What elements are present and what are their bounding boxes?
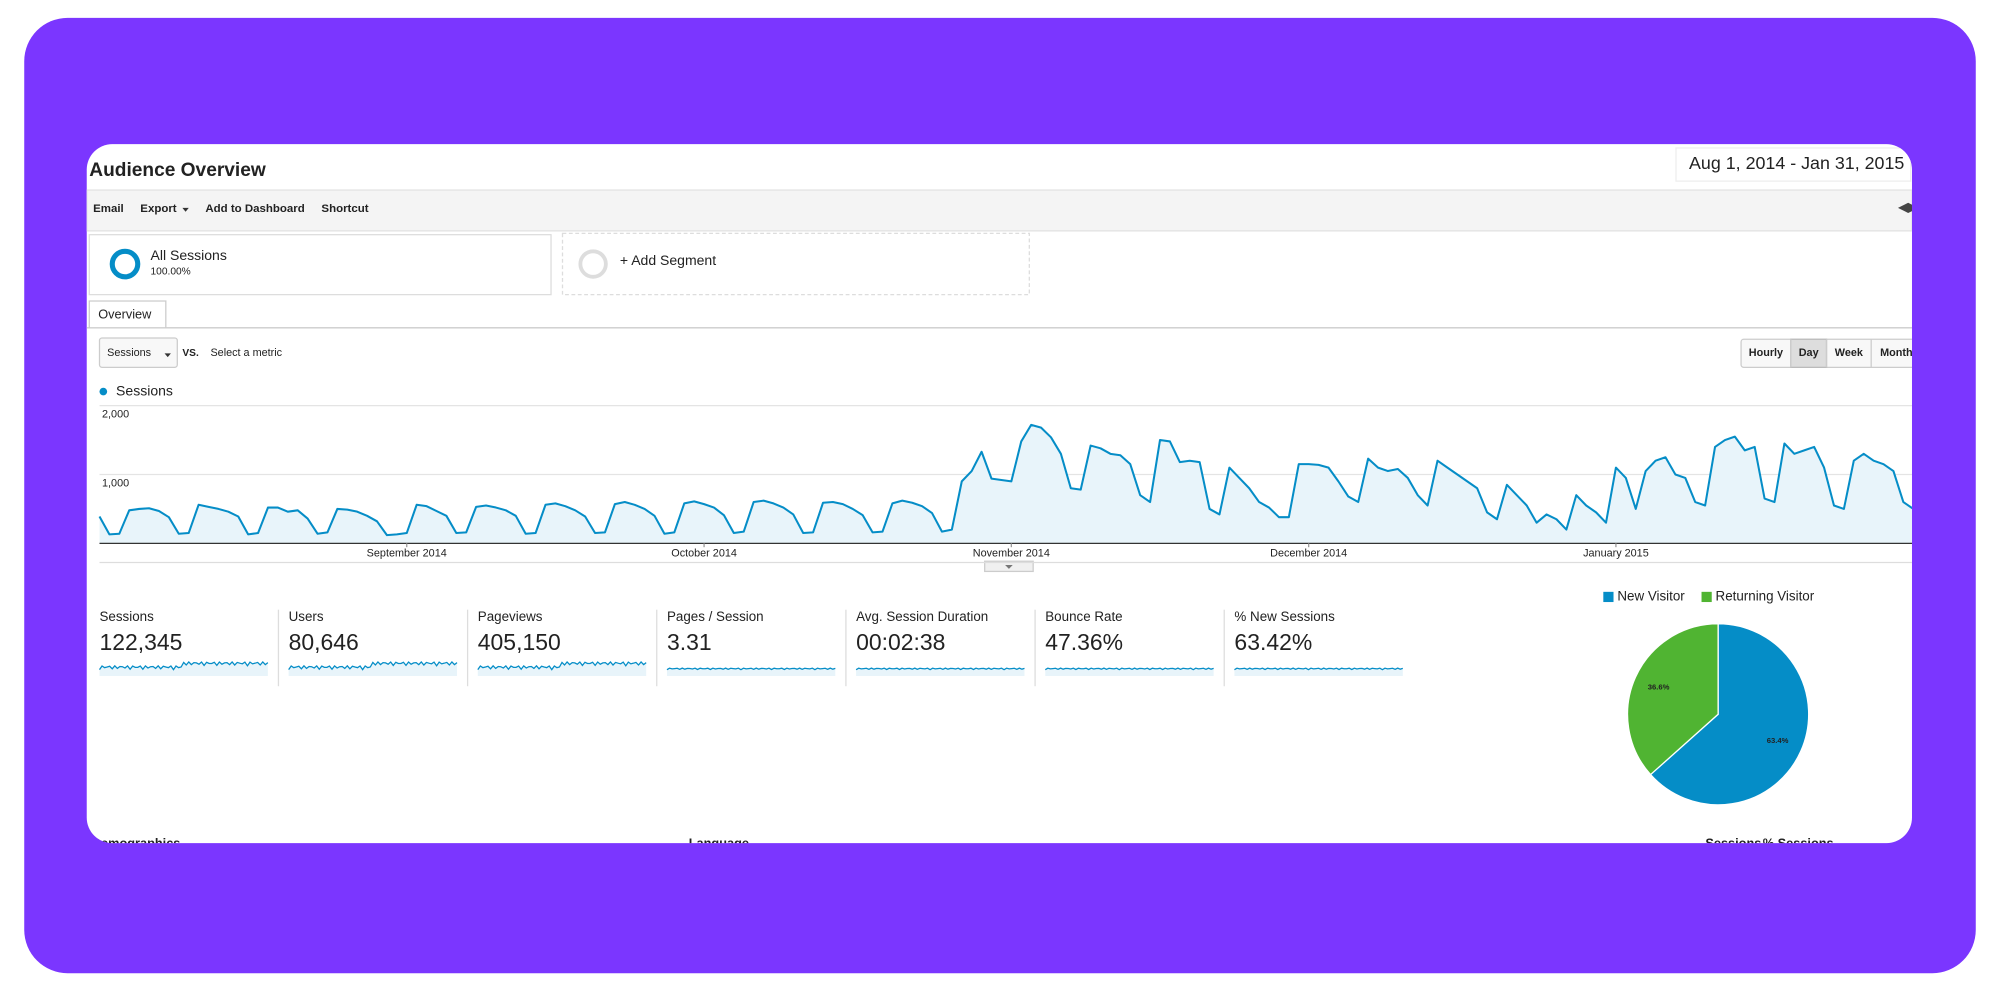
sessions-line (98, 423, 1912, 537)
legend-label: New Visitor (1617, 588, 1685, 603)
page-title: Audience Overview (89, 160, 266, 181)
sessions-area (99, 424, 1912, 544)
sparkline-area (99, 661, 268, 677)
metric-dropdown[interactable] (98, 337, 178, 368)
interval-hourly[interactable]: Hourly (1749, 347, 1783, 359)
add-segment-box[interactable] (561, 232, 1030, 296)
metric-value: 122,345 (99, 629, 182, 655)
toolbar-dashboard[interactable]: Add to Dashboard (205, 203, 304, 215)
sparkline-area (1045, 668, 1214, 677)
metric-value: 47.36% (1045, 629, 1123, 655)
analytics-panel: Audience Overview Aug 1, 2014 - Jan 31, … (86, 147, 1918, 851)
bottom-percent-sessions: % Sessions (1763, 836, 1834, 851)
toolbar (86, 189, 1912, 232)
toolbar-email[interactable]: Email (93, 203, 124, 215)
metric-label: Pageviews (478, 609, 543, 624)
date-range[interactable]: Aug 1, 2014 - Jan 31, 2015 (1689, 153, 1904, 173)
legend-swatch (1701, 591, 1712, 603)
legend-label: Sessions (116, 382, 173, 398)
x-tick-label: December 2014 (1270, 547, 1347, 559)
interval-week[interactable]: Week (1835, 347, 1864, 359)
toolbar-shortcut[interactable]: Shortcut (321, 203, 368, 215)
sparkline-area (856, 668, 1025, 677)
metric-label: Sessions (99, 609, 154, 624)
legend-swatch (1603, 591, 1614, 603)
export-arrow (182, 207, 189, 212)
sparkline (1234, 667, 1403, 671)
sparkline (288, 661, 458, 671)
segment-name: All Sessions (151, 247, 227, 263)
toolbar-export[interactable]: Export (140, 203, 177, 215)
sparkline (477, 661, 647, 671)
bottom-demographics: Demographics (92, 836, 181, 851)
pie-slice (1649, 623, 1810, 806)
metric-label: Pages / Session (667, 609, 764, 624)
metric-value: 63.42% (1234, 629, 1312, 655)
date-box[interactable] (1675, 147, 1912, 182)
tab-label[interactable]: Overview (98, 306, 152, 321)
add-segment[interactable]: + Add Segment (620, 252, 716, 268)
tab[interactable] (88, 300, 167, 329)
sparkline (666, 667, 836, 671)
x-tick-label: January 2015 (1583, 547, 1649, 559)
metric-label: % New Sessions (1234, 609, 1335, 624)
metric-value: 3.31 (667, 629, 712, 655)
sparkline (98, 661, 269, 671)
sparkline-area (477, 661, 647, 677)
pie-chart: 63.4% New Visitor 36.6% Returning Visitor (1603, 588, 1815, 806)
metric-value: 405,150 (478, 629, 561, 655)
sparkline-area (1234, 668, 1403, 677)
select-metric[interactable]: Select a metric (210, 347, 282, 359)
y-tick-label: 2,000 (102, 408, 129, 420)
y-tick-label: 1,000 (102, 477, 129, 489)
legend-dot (99, 387, 108, 396)
dropdown-arrow (164, 353, 171, 358)
metrics-row: Sessions 122,345 Users 80,646 Pageviews 405,1… (98, 609, 1403, 687)
line-chart: 1,000 2,000 September 2014 October 2014 Nove… (98, 404, 1912, 564)
pie-slice (1626, 623, 1719, 776)
handle-arrow (1005, 565, 1013, 569)
interval-group (1740, 338, 1912, 368)
sparkline-area (288, 661, 458, 677)
metric-label: Avg. Session Duration (856, 609, 988, 624)
metric-label: Bounce Rate (1045, 609, 1122, 624)
x-tick-label: September 2014 (367, 547, 447, 559)
vs-label: VS. (182, 348, 199, 359)
metric-name[interactable]: Sessions (107, 347, 152, 359)
legend-label: Returning Visitor (1716, 588, 1815, 603)
add-segment-icon (578, 249, 608, 279)
sparkline (1044, 667, 1214, 671)
pie-label: 36.6% (1648, 683, 1670, 692)
pie-label: 63.4% (1767, 736, 1789, 745)
x-tick-label: November 2014 (973, 547, 1050, 559)
help-icon[interactable] (1897, 202, 1918, 214)
bottom-language: Language (689, 836, 749, 851)
segment-box[interactable] (88, 234, 552, 296)
x-tick-label: October 2014 (671, 547, 737, 559)
interval-month[interactable]: Month (1880, 347, 1912, 359)
segment-percent: 100.00% (151, 266, 191, 277)
metric-value: 00:02:38 (856, 629, 945, 655)
sparkline (855, 667, 1025, 671)
interval-day[interactable]: Day (1799, 347, 1819, 359)
bottom-sessions: Sessions (1705, 836, 1761, 851)
metric-label: Users (289, 609, 324, 624)
segment-icon (109, 248, 141, 280)
metric-value: 80,646 (289, 629, 359, 655)
sparkline-area (666, 668, 836, 677)
